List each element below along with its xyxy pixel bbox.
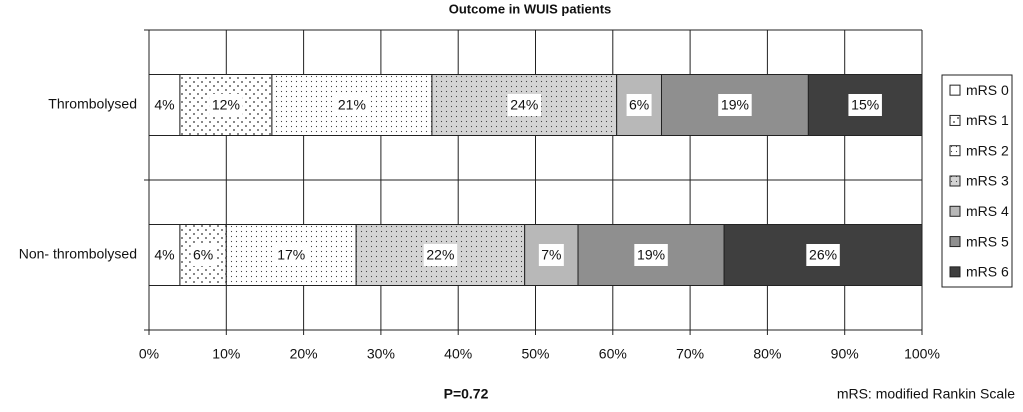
- bar-segment: [179, 224, 227, 286]
- x-tick-label: 40%: [444, 346, 472, 362]
- x-tick-label: 10%: [212, 346, 240, 362]
- y-tick-label: Non- thrombolysed: [19, 246, 137, 262]
- legend-label: mRS 1: [966, 112, 1009, 128]
- legend-label: mRS 3: [966, 173, 1009, 189]
- legend-swatch: [949, 175, 961, 187]
- data-label: 19%: [721, 97, 749, 113]
- bar-segment: [355, 224, 526, 286]
- data-label: 26%: [809, 247, 837, 263]
- x-tick-label: 70%: [676, 346, 704, 362]
- label-box: [335, 94, 369, 116]
- label-box: [151, 244, 177, 266]
- x-tick-label: 50%: [521, 346, 549, 362]
- label-box: [151, 94, 177, 116]
- x-tick-label: 90%: [831, 346, 859, 362]
- label-box: [718, 94, 752, 116]
- x-tick-label: 0%: [139, 346, 159, 362]
- data-label: 22%: [426, 247, 454, 263]
- label-box: [423, 244, 458, 266]
- data-label: 12%: [212, 97, 240, 113]
- label-box: [806, 244, 840, 266]
- data-label: 15%: [851, 97, 879, 113]
- bar-segment: [271, 74, 433, 136]
- legend-swatch: [949, 266, 961, 278]
- legend-swatch: [949, 205, 961, 217]
- legend-label: mRS 4: [966, 203, 1009, 219]
- data-label: 21%: [338, 97, 366, 113]
- label-box: [190, 244, 216, 266]
- data-label: 19%: [637, 247, 665, 263]
- data-label: 24%: [510, 97, 538, 113]
- data-label: 6%: [193, 247, 213, 263]
- data-label: 6%: [629, 97, 649, 113]
- x-tick-label: 80%: [753, 346, 781, 362]
- data-label: 4%: [154, 247, 174, 263]
- y-tick-label: Thrombolysed: [48, 96, 137, 112]
- legend-swatch: [949, 145, 961, 157]
- x-tick-label: 20%: [290, 346, 318, 362]
- chart-title: Outcome in WUIS patients: [449, 1, 612, 16]
- legend-label: mRS 5: [966, 233, 1009, 249]
- label-box: [538, 244, 564, 266]
- legend-label: mRS 2: [966, 142, 1009, 158]
- legend-label: mRS 0: [966, 82, 1009, 98]
- bar-segment: [723, 224, 923, 286]
- data-label: 4%: [154, 97, 174, 113]
- label-box: [848, 94, 882, 116]
- bar-segment: [616, 74, 662, 136]
- legend-swatch: [949, 114, 961, 126]
- label-box: [507, 94, 542, 116]
- legend-swatch: [949, 236, 961, 248]
- label-box: [209, 94, 243, 116]
- data-label: 7%: [541, 247, 561, 263]
- x-tick-label: 60%: [599, 346, 627, 362]
- bar-segment: [807, 74, 923, 136]
- x-tick-label: 30%: [367, 346, 395, 362]
- label-box: [634, 244, 668, 266]
- legend-label: mRS 6: [966, 264, 1009, 280]
- label-box: [626, 94, 652, 116]
- label-box: [274, 244, 308, 266]
- footnote: mRS: modified Rankin Scale: [837, 386, 1015, 402]
- p-value: P=0.72: [444, 386, 489, 402]
- data-label: 17%: [277, 247, 305, 263]
- legend-swatch: [949, 84, 961, 96]
- x-tick-label: 100%: [904, 346, 940, 362]
